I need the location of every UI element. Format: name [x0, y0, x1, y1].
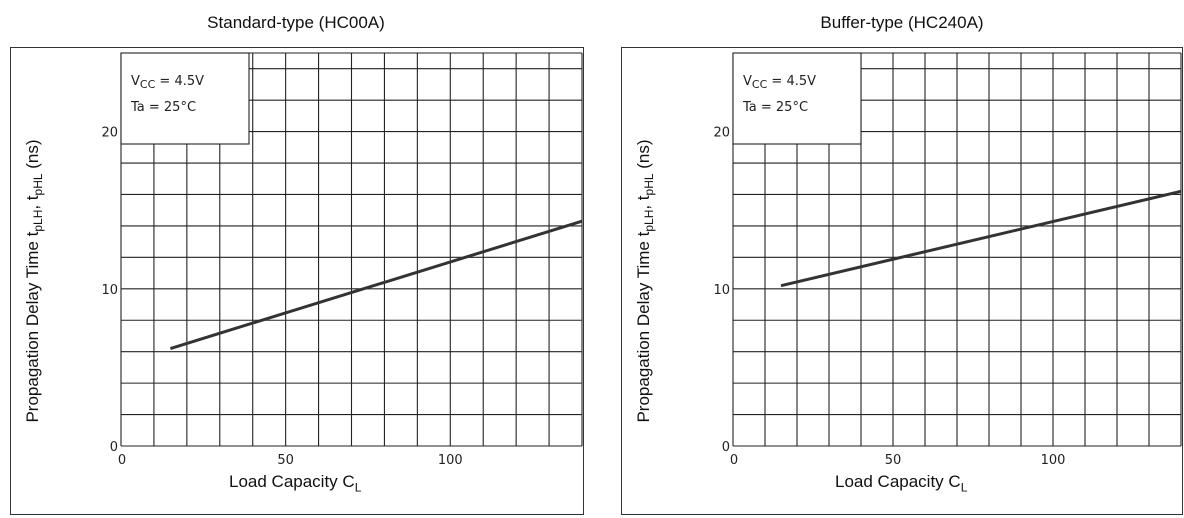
plot-buffer: VCC = 4.5V Ta = 25°C 0 10 20 0 50 100 — [713, 52, 1182, 468]
x-tick-label: 0 — [118, 453, 126, 468]
x-axis-label-standard: Load Capacity CL — [229, 472, 362, 495]
series-line — [169, 219, 583, 350]
y-tick-label: 0 — [110, 440, 118, 455]
x-tick-label: 50 — [277, 453, 294, 468]
x-tick-label: 50 — [885, 453, 902, 468]
legend-ta-text: Ta = 25°C — [742, 100, 808, 115]
y-axis-label-standard: Propagation Delay Time tpLH, tpHL (ns) — [22, 139, 46, 423]
legend-vcc-text: VCC = 4.5V — [743, 74, 816, 91]
series-line — [780, 189, 1182, 288]
legend-ta-text: Ta = 25°C — [130, 100, 196, 115]
y-tick-label: 20 — [713, 126, 730, 141]
chart-frame-standard: Propagation Delay Time tpLH, tpHL (ns) V… — [10, 47, 584, 515]
x-tick-label: 100 — [1041, 453, 1066, 468]
y-tick-label: 10 — [713, 283, 730, 298]
x-tick-label: 0 — [730, 453, 738, 468]
chart-frame-buffer: Propagation Delay Time tpLH, tpHL (ns) V… — [621, 47, 1183, 515]
y-tick-label: 0 — [722, 440, 730, 455]
legend-box — [120, 52, 250, 145]
x-axis-label-buffer: Load Capacity CL — [835, 472, 968, 495]
panel-title-standard: Standard-type (HC00A) — [207, 13, 385, 32]
legend-box — [732, 52, 862, 145]
panel-title-buffer: Buffer-type (HC240A) — [820, 13, 984, 32]
y-tick-label: 20 — [101, 126, 118, 141]
legend-vcc-text: VCC = 4.5V — [131, 74, 204, 91]
x-tick-label: 100 — [438, 453, 463, 468]
y-axis-label-buffer: Propagation Delay Time tpLH, tpHL (ns) — [633, 139, 657, 423]
y-tick-label: 10 — [101, 283, 118, 298]
plot-standard: VCC = 4.5V Ta = 25°C 0 10 20 0 50 100 — [101, 52, 583, 468]
